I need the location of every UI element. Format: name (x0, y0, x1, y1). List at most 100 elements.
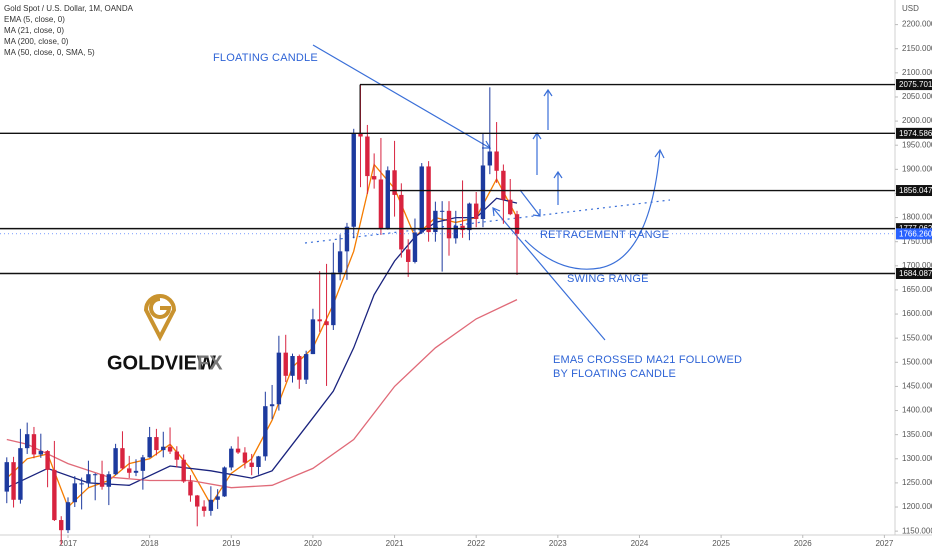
candle-body (24, 434, 30, 449)
candle-body (392, 170, 397, 195)
candle-body (59, 520, 64, 531)
candle-body (480, 165, 486, 220)
candle-body (52, 469, 57, 521)
candle-body (222, 467, 227, 497)
y-tick-label: 1350.000 (902, 430, 932, 439)
candle-body (99, 474, 105, 487)
candle-body (494, 151, 499, 171)
level-label-box (896, 79, 932, 91)
level-label-box (896, 127, 932, 139)
candle-body (508, 199, 513, 215)
candle-body (467, 203, 472, 231)
legend-entry: MA (21, close, 0) (4, 26, 64, 35)
candle-body (174, 451, 180, 460)
level-label-box (896, 267, 932, 279)
candle-body (310, 319, 316, 355)
candle-body (276, 352, 282, 405)
candle-body (113, 448, 118, 475)
candle-body (11, 462, 16, 500)
y-tick-label: 1700.000 (902, 261, 932, 270)
candle-body (514, 214, 520, 234)
logo: GOLDVIEW FX (107, 294, 223, 374)
candle-body (127, 468, 132, 473)
y-tick-label: 1950.000 (902, 140, 932, 149)
candle-body (201, 506, 207, 511)
candle-body (147, 437, 152, 458)
y-tick-label: 1750.000 (902, 237, 932, 246)
x-tick-label: 2024 (631, 539, 649, 548)
candle-body (358, 133, 363, 137)
candle-body (378, 179, 384, 229)
x-tick-label: 2027 (875, 539, 893, 548)
candle-body (426, 166, 431, 233)
x-tick-label: 2017 (59, 539, 77, 548)
chart-title: Gold Spot / U.S. Dollar, 1M, OANDA (4, 4, 134, 13)
candle-body (365, 136, 370, 177)
candle-body (18, 448, 23, 500)
candle-body (38, 451, 44, 455)
candle-body (331, 272, 336, 326)
candle-body (371, 176, 377, 180)
y-axis-label: USD (902, 4, 919, 13)
indicator-line (6, 197, 518, 489)
candle-body (249, 462, 254, 467)
logo-suffix: FX (197, 352, 223, 374)
candle-body (317, 319, 322, 322)
y-tick-label: 2000.000 (902, 116, 932, 125)
annotation: RETRACEMENT RANGE (540, 229, 669, 241)
candle-body (140, 457, 146, 471)
x-tick-label: 2021 (386, 539, 404, 548)
y-tick-label: 1550.000 (902, 333, 932, 342)
candle-body (433, 210, 438, 233)
candle-body (412, 232, 418, 262)
candle-body (303, 354, 309, 380)
y-tick-label: 1450.000 (902, 382, 932, 391)
level-label: 2075.701 (899, 80, 932, 89)
level-label: 1974.586 (899, 129, 932, 138)
y-tick-label: 1650.000 (902, 285, 932, 294)
swing-curve (524, 148, 665, 270)
candle-body (72, 483, 77, 503)
y-tick-label: 1900.000 (902, 164, 932, 173)
level-label: 1856.047 (899, 186, 932, 195)
annotation: BY FLOATING CANDLE (553, 368, 676, 380)
candle-body (106, 474, 112, 487)
y-tick-label: 1250.000 (902, 478, 932, 487)
candle-body (215, 496, 220, 500)
candle-body (167, 446, 173, 452)
level-label-box (896, 228, 932, 240)
candle-body (263, 406, 268, 457)
legend-entry: MA (200, close, 0) (4, 37, 69, 46)
y-tick-label: 2200.000 (902, 20, 932, 29)
indicator-line (6, 163, 518, 509)
candle-body (208, 499, 214, 511)
legend-entry: MA (50, close, 0, SMA, 5) (4, 48, 95, 57)
candle-body (120, 448, 125, 469)
candle-body (86, 474, 91, 484)
candle-body (65, 502, 71, 531)
level-label: 1684.087 (899, 269, 932, 278)
candle-body (297, 356, 302, 380)
level-label-box (896, 185, 932, 197)
candle-body (290, 356, 295, 376)
candle-body (45, 451, 50, 470)
x-tick-label: 2020 (304, 539, 322, 548)
candle-body (161, 446, 166, 451)
candle-body (344, 226, 350, 252)
candle-body (256, 456, 261, 467)
candle-body (351, 133, 356, 227)
candle-body (188, 481, 193, 496)
level-label: 1766.260 (899, 229, 932, 238)
x-tick-label: 2018 (141, 539, 159, 548)
y-tick-label: 1800.000 (902, 213, 932, 222)
y-tick-label: 1150.000 (902, 526, 932, 535)
y-tick-label: 1400.000 (902, 406, 932, 415)
annotation: SWING RANGE (567, 273, 649, 285)
candle-body (439, 210, 445, 212)
candle-body (235, 448, 241, 453)
candle-body (473, 203, 479, 220)
candle-body (79, 483, 84, 485)
y-tick-label: 1300.000 (902, 454, 932, 463)
